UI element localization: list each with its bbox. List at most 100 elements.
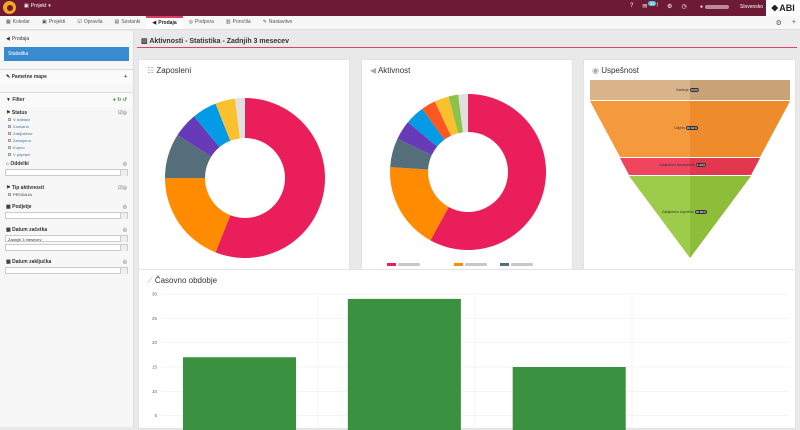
funnel-label: Vsebuje 100% — [676, 88, 700, 92]
app-logo[interactable] — [3, 1, 16, 14]
toggle-icon[interactable]: ◎ — [122, 204, 127, 210]
funnel-segment-uspesno-shade — [690, 176, 751, 258]
y-tick-label: 5 — [154, 413, 157, 418]
activity-type-option[interactable]: PRODAJA — [0, 191, 133, 198]
brand-logo: ABI — [766, 0, 800, 16]
chat-icon[interactable]: ✉ — [642, 4, 648, 10]
chart-icon: ▥ — [141, 38, 150, 45]
toggle-icon[interactable]: ◎ — [122, 161, 127, 167]
donut-slice[interactable] — [215, 98, 325, 258]
donut-slice[interactable] — [422, 101, 451, 140]
toggle-icon[interactable]: ◎ — [122, 259, 127, 265]
filter-icon: ▼ — [6, 97, 13, 103]
toggle-icon[interactable]: ☑◎ — [118, 185, 127, 191]
period-bar-chart: 051015202530 — [152, 292, 789, 430]
building-icon: ⌂ — [6, 161, 11, 167]
help-icon[interactable]: ? — [630, 3, 634, 9]
donut-slice[interactable] — [430, 94, 546, 250]
flag-icon: ⚑ — [6, 110, 12, 116]
donut-slice[interactable] — [458, 94, 468, 133]
legend-swatch — [500, 263, 509, 266]
language-selector[interactable]: Slovensko — [740, 4, 764, 10]
donut-slice[interactable] — [194, 103, 231, 148]
line-chart-icon: ⟋ — [147, 276, 155, 285]
legend-item — [387, 263, 420, 266]
date-start-input[interactable] — [5, 244, 128, 251]
company-select[interactable] — [5, 212, 128, 219]
main-content: ▥ Aktivnosti - Statistika - Zadnjih 3 me… — [135, 31, 800, 430]
y-tick-label: 30 — [152, 292, 158, 297]
checkbox[interactable] — [8, 153, 11, 156]
sidebar-breadcrumb[interactable]: ◀ Prodaja — [6, 36, 30, 42]
date-end-select[interactable] — [5, 267, 128, 274]
checkbox[interactable] — [8, 132, 11, 135]
tab-porocila[interactable]: ▥ Poročila — [220, 16, 257, 29]
donut-slice[interactable] — [397, 122, 438, 155]
report-icon: ▥ — [225, 19, 231, 25]
status-option[interactable]: Zaključeno — [0, 130, 133, 137]
tab-sestanki[interactable]: ▤ Sestanki — [109, 16, 147, 29]
status-option[interactable]: Zamujeno — [0, 137, 133, 144]
tab-projekti[interactable]: ▣ Projekti — [36, 16, 71, 29]
donut-slice[interactable] — [434, 96, 459, 136]
donut-slice[interactable] — [390, 167, 449, 241]
megaphone-icon: ◀ — [370, 66, 378, 75]
donut-slice[interactable] — [234, 98, 245, 139]
alert-icon[interactable]: ! — [656, 3, 659, 9]
donut-slice[interactable] — [215, 98, 240, 141]
saved-maps-header[interactable]: ✎ Pametne mape + — [0, 69, 133, 84]
sidebar-item-statistika[interactable]: Statistika — [4, 47, 129, 61]
user-menu[interactable]: ● — [700, 4, 730, 10]
donut-slice[interactable] — [390, 138, 432, 170]
gear-icon[interactable]: ⚙ — [775, 20, 782, 27]
settings-icon[interactable]: ⚙ — [667, 4, 673, 10]
bar[interactable] — [512, 367, 626, 430]
calendar-icon: ▦ — [6, 19, 11, 25]
check-icon: ☑ — [77, 19, 82, 25]
activity-type-group: ⚑ Tip aktivnosti ☑◎ — [6, 185, 127, 191]
date-start-select[interactable]: Zadnjih 3 mesecev — [5, 235, 128, 242]
refresh-icon[interactable]: ● ↻ ↺ — [112, 97, 127, 103]
legend-swatch — [387, 263, 396, 266]
tab-podpora[interactable]: ◎ Podpora — [183, 16, 220, 29]
checkbox[interactable] — [8, 146, 11, 149]
tab-nastavitve[interactable]: ✎ Nastavitve — [257, 16, 299, 29]
tab-prodaja[interactable]: ◀ Prodaja — [146, 16, 183, 29]
checkbox[interactable] — [8, 125, 11, 128]
donut-slice[interactable] — [165, 135, 212, 178]
status-option[interactable]: Kupno — [0, 144, 133, 151]
tab-koledar[interactable]: ▦ Koledar — [0, 16, 36, 29]
bar[interactable] — [347, 298, 461, 430]
user-name-redacted — [705, 5, 730, 9]
checkbox[interactable] — [8, 193, 11, 196]
checkbox[interactable] — [8, 139, 11, 142]
status-group: ⚑ Status ☑◎ — [6, 110, 127, 116]
company-group: ▦ Podjetje ◎ — [6, 204, 127, 210]
donut-slice[interactable] — [448, 94, 463, 134]
legend-label-redacted — [465, 263, 487, 266]
status-option[interactable]: V pripravi — [0, 151, 133, 158]
clock-icon[interactable]: ◷ — [681, 4, 687, 10]
department-select[interactable] — [5, 169, 128, 176]
y-tick-label: 25 — [152, 316, 158, 321]
donut-slice[interactable] — [177, 116, 220, 157]
status-option[interactable]: V izdelavi — [0, 116, 133, 123]
donut-slice[interactable] — [407, 108, 445, 147]
bar[interactable] — [182, 357, 297, 430]
toggle-icon[interactable]: ◎ — [122, 227, 127, 233]
success-card: ◉ Uspešnost Vsebuje 100% Odprto 96.62% Z… — [583, 59, 796, 291]
add-icon[interactable]: + — [791, 19, 796, 26]
tab-opravila[interactable]: ☑ Opravila — [71, 16, 108, 29]
project-selector[interactable]: ▣ Projekt ▾ — [24, 3, 51, 9]
employees-card: ☷ Zaposleni — [138, 59, 350, 291]
donut-slice[interactable] — [165, 178, 231, 253]
status-option[interactable]: Končano — [0, 123, 133, 130]
plus-icon[interactable]: + — [124, 74, 127, 80]
checkbox[interactable] — [8, 118, 11, 121]
company-icon: ▦ — [6, 204, 13, 210]
employees-donut-chart — [165, 98, 325, 258]
funnel-label: Odprto 96.62% — [674, 126, 698, 130]
meeting-icon: ▤ — [114, 19, 120, 25]
user-icon: ● — [700, 4, 704, 10]
toggle-icon[interactable]: ☑◎ — [118, 110, 127, 116]
